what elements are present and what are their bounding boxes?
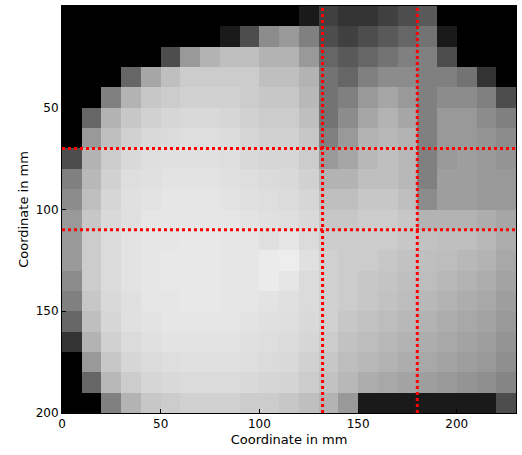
svg-text:150: 150: [36, 304, 59, 318]
svg-text:0: 0: [58, 417, 66, 431]
svg-text:200: 200: [445, 417, 468, 431]
svg-text:50: 50: [43, 101, 58, 115]
svg-text:100: 100: [36, 203, 59, 217]
svg-text:50: 50: [153, 417, 168, 431]
svg-text:150: 150: [347, 417, 370, 431]
svg-text:Coordinate in mm: Coordinate in mm: [16, 151, 31, 268]
svg-text:200: 200: [36, 406, 59, 420]
svg-text:100: 100: [248, 417, 271, 431]
svg-text:Coordinate in mm: Coordinate in mm: [231, 432, 348, 447]
